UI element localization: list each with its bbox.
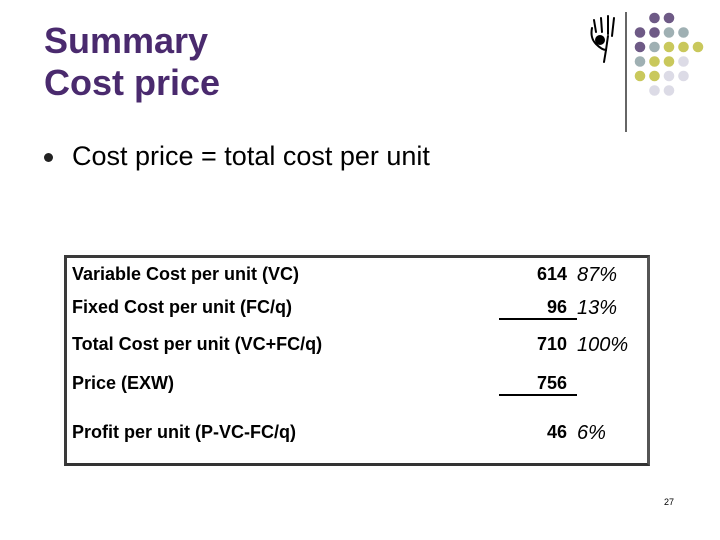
row-value: 710 — [536, 334, 567, 354]
subtotal-rule — [499, 318, 577, 320]
decorative-dot — [663, 12, 675, 24]
decorative-dot — [663, 41, 675, 53]
row-percentage: 100% — [577, 334, 629, 356]
row-label: Price (EXW) — [72, 373, 175, 393]
row-value: 614 — [536, 264, 567, 284]
decorative-dot — [649, 41, 660, 53]
decorative-dot — [663, 56, 675, 67]
cost-table: Variable Cost per unit (VC) 614 87% Fixe… — [64, 255, 650, 466]
decorative-dot — [649, 85, 660, 96]
row-percentage: 13% — [577, 297, 618, 319]
title-line-1: Summary — [44, 20, 209, 61]
decorative-dot — [678, 70, 689, 82]
decorative-dot — [634, 27, 646, 38]
row-value: 46 — [546, 422, 567, 442]
decorative-dot — [678, 27, 689, 38]
hand-logo-icon — [590, 15, 615, 63]
row-percentage: 87% — [577, 264, 618, 286]
row-value: 96 — [546, 297, 567, 317]
title-line-2: Cost price — [44, 62, 221, 103]
logo-decoration — [590, 12, 704, 132]
slide-title: Summary Cost price — [44, 20, 220, 104]
profit-rule — [499, 394, 577, 396]
row-percentage: 6% — [577, 422, 606, 444]
row-label: Total Cost per unit (VC+FC/q) — [72, 334, 323, 354]
decorative-dot — [634, 70, 646, 82]
row-label: Variable Cost per unit (VC) — [72, 264, 300, 284]
decorative-dot — [663, 85, 675, 96]
decorative-dot — [649, 27, 660, 38]
row-label: Profit per unit (P-VC-FC/q) — [72, 422, 296, 442]
row-value: 756 — [536, 373, 567, 393]
bullet-item: Cost price = total cost per unit — [44, 141, 430, 172]
decorative-dot — [649, 70, 660, 82]
decorative-dot — [663, 70, 675, 82]
decorative-dot — [649, 56, 660, 67]
decorative-dot — [634, 56, 646, 67]
decorative-dot — [649, 12, 660, 24]
decorative-dot — [663, 27, 675, 38]
decorative-dot — [678, 41, 689, 53]
decorative-dot — [634, 41, 646, 53]
bullet-text: Cost price = total cost per unit — [72, 141, 430, 171]
dot-grid-decoration — [634, 12, 704, 96]
decorative-dot — [692, 41, 704, 53]
page-number: 27 — [664, 497, 675, 507]
row-label: Fixed Cost per unit (FC/q) — [72, 297, 292, 317]
decorative-dot — [678, 56, 689, 67]
bullet-dot-icon — [44, 153, 53, 162]
